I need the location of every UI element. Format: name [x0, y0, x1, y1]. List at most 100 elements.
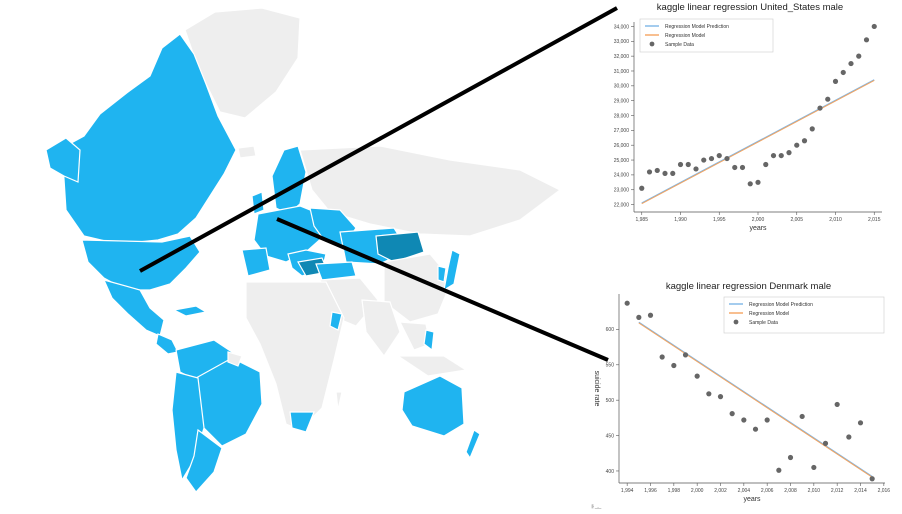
sample-point: [822, 440, 829, 446]
sample-point: [624, 300, 630, 306]
chart-title: kaggle linear regression Denmark male: [665, 281, 832, 292]
sample-point: [787, 454, 794, 461]
sample-point: [636, 314, 642, 320]
sample-point: [662, 170, 668, 177]
y-tick-label: 550: [606, 363, 615, 369]
sample-point: [863, 37, 870, 43]
legend-swatch: [733, 319, 739, 325]
sample-point: [647, 312, 654, 318]
y-tick-label: 27,000: [614, 128, 630, 134]
sample-point: [747, 181, 753, 187]
country-china: [383, 253, 453, 323]
country-africa: [245, 281, 345, 431]
x-tick-label: 1,996: [644, 488, 657, 494]
x-tick-label: 2,015: [868, 217, 881, 223]
sample-point: [869, 476, 875, 482]
sample-point: [786, 150, 792, 156]
country-scandinavia: [271, 145, 307, 215]
legend-swatch: [649, 41, 655, 47]
country-argentina: [185, 428, 223, 493]
country-alaska: [45, 137, 81, 183]
sample-point: [809, 126, 815, 132]
y-tick-label: 600: [606, 327, 615, 333]
y-tick-label: 400: [606, 469, 615, 475]
chart-united-states: kaggle linear regression United_States m…: [598, 0, 902, 246]
sample-point: [685, 161, 691, 168]
country-turkey-caucasus: [315, 261, 357, 281]
x-tick-label: 1,998: [668, 488, 681, 494]
sample-point: [856, 53, 862, 59]
sample-point: [671, 362, 677, 369]
sample-point: [763, 161, 769, 168]
y-tick-label: 31,000: [614, 69, 630, 75]
y-tick-label: 33,000: [614, 39, 630, 45]
sample-point: [825, 96, 831, 102]
regression-prediction-line: [638, 321, 873, 478]
country-guianas: [227, 351, 243, 367]
legend-label: Regression Model Prediction: [665, 24, 729, 30]
sample-point: [670, 170, 676, 177]
x-tick-label: 2,008: [784, 488, 797, 494]
chart-denmark: kaggle linear regression Denmark male 1,…: [575, 278, 902, 514]
y-tick-label: 28,000: [614, 113, 630, 119]
country-caribbean: [172, 305, 208, 317]
legend-box: [723, 296, 885, 334]
y-tick-label: 25,000: [614, 158, 630, 164]
x-tick-label: 2,002: [714, 488, 727, 494]
sample-point: [701, 157, 707, 163]
x-tick-label: 1,995: [713, 217, 726, 223]
watermark-text: ᆘᅩ: [587, 504, 602, 513]
sample-point: [840, 69, 846, 76]
sample-point: [694, 373, 700, 379]
x-tick-label: 2,012: [831, 488, 844, 494]
world-map: [45, 7, 562, 493]
sample-point: [741, 417, 747, 423]
x-tick-label: 2,005: [790, 217, 803, 223]
sample-point: [770, 152, 777, 159]
country-iberia: [241, 247, 271, 277]
x-tick-label: 2,010: [829, 217, 842, 223]
country-philippines: [423, 329, 435, 352]
legend-label: Regression Model: [665, 33, 705, 39]
sample-point: [739, 164, 746, 171]
sample-point: [755, 179, 761, 185]
regression-model-line: [638, 322, 873, 478]
x-tick-label: 2,014: [854, 488, 867, 494]
x-axis-title: years: [743, 496, 761, 503]
legend-label: Regression Model Prediction: [749, 302, 813, 308]
country-iceland: [237, 145, 257, 159]
sample-point: [677, 161, 684, 168]
map-countries: [45, 7, 562, 493]
country-madagascar: [335, 391, 343, 411]
sample-point: [716, 152, 722, 159]
sample-point: [817, 105, 823, 111]
sample-point: [794, 142, 800, 148]
country-usa: [81, 235, 201, 291]
sample-point: [857, 420, 864, 426]
country-indonesia: [396, 355, 468, 377]
sample-point: [764, 417, 770, 423]
sample-point: [834, 401, 840, 408]
sample-point: [846, 434, 852, 440]
sample-point: [659, 354, 665, 360]
y-tick-label: 23,000: [614, 188, 630, 194]
sample-point: [708, 155, 715, 162]
regression-model-line: [641, 80, 875, 205]
y-tick-label: 34,000: [614, 24, 630, 30]
y-tick-label: 22,000: [614, 202, 630, 208]
x-tick-label: 2,016: [878, 488, 891, 494]
y-tick-label: 30,000: [614, 84, 630, 90]
chart-plot-area: 1,985 1,990 1,995 2,000 2,005 2,010 2,015 22,00…: [614, 18, 882, 232]
sample-point: [778, 152, 784, 159]
sample-point: [693, 166, 699, 172]
sample-point: [717, 394, 724, 400]
regression-prediction-line: [641, 79, 875, 204]
y-tick-label: 24,000: [614, 173, 630, 179]
x-tick-label: 2,004: [738, 488, 751, 494]
sample-point: [801, 138, 808, 144]
x-tick-label: 2,000: [752, 217, 765, 223]
y-tick-label: 32,000: [614, 54, 630, 60]
sample-point: [832, 78, 839, 84]
sample-point: [654, 167, 660, 174]
sample-point: [706, 391, 712, 397]
